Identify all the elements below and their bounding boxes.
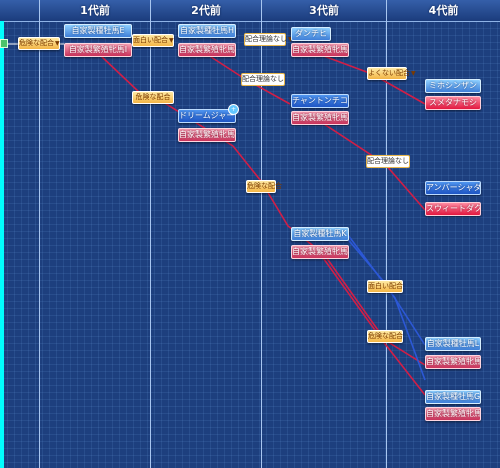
dam-line — [207, 54, 246, 80]
sire-box[interactable]: 自家製種牡馬H — [178, 24, 236, 38]
mating-tag[interactable]: 危険な配合 — [132, 91, 174, 104]
mating-tag-label: 配合理論なし — [245, 35, 287, 43]
mating-tag[interactable]: 危険な配合 — [246, 180, 282, 193]
mating-tag-label: 配合理論なし — [367, 157, 409, 165]
mating-tag-label: 配合理論なし — [242, 75, 284, 83]
generation-4-label: 4代前 — [428, 4, 459, 17]
mating-tag-label: よくない配合 — [368, 69, 410, 77]
mating-tag-label: 危険な配合 — [368, 332, 403, 340]
chevron-down-icon: ▼ — [288, 36, 293, 43]
dam-box[interactable]: スメタナモシ — [425, 96, 481, 110]
sire-line — [344, 230, 426, 381]
sire-box[interactable]: 自家製種牡馬L — [425, 337, 481, 351]
dam-box[interactable]: 自家製繁殖牝馬D — [291, 43, 349, 57]
dam-box[interactable]: スウィートダクニー — [425, 202, 481, 216]
generation-2-label: 2代前 — [191, 4, 221, 17]
chevron-down-icon: ▼ — [55, 40, 60, 47]
left-edge-highlight — [0, 21, 4, 468]
mating-tag-label: 面白い配合 — [368, 282, 403, 290]
sire-box[interactable]: 自家製種牡馬K — [291, 227, 349, 241]
mating-tag[interactable]: 配合理論なし▼ — [244, 33, 293, 46]
mating-tag[interactable]: 配合理論なし — [241, 73, 285, 86]
sire-box[interactable]: ミホシンザン — [425, 79, 481, 93]
sire-box[interactable]: チャントンチコート — [291, 94, 349, 108]
sire-box[interactable]: アンバーシャダイ — [425, 181, 481, 195]
dam-box[interactable]: 自家製繁殖牝馬K — [178, 128, 236, 142]
selected-marker — [0, 39, 8, 48]
generation-header: 1代前 2代前 3代前 4代前 — [0, 0, 500, 22]
mating-tag[interactable]: 面白い配合▼ — [132, 34, 174, 47]
column-divider — [39, 0, 40, 468]
sire-box[interactable]: 自家製種牡馬G — [425, 390, 481, 404]
sire-box[interactable]: ドリームジャーニー — [178, 109, 236, 123]
dam-line — [315, 247, 426, 396]
mating-tag-label: 危険な配合 — [135, 93, 171, 101]
new-badge-icon: + — [228, 104, 239, 115]
sire-box[interactable]: 自家製種牡馬E — [64, 24, 132, 38]
dam-box[interactable]: 自家製繁殖牝馬E — [291, 111, 349, 125]
mating-tag[interactable]: 危険な配合▼ — [18, 37, 60, 50]
mating-tag[interactable]: 配合理論なし — [366, 155, 410, 168]
dam-box[interactable]: 自家製繁殖牝馬I — [64, 43, 132, 57]
sire-box[interactable]: ダンチヒ — [291, 27, 331, 41]
mating-tag[interactable]: よくない配合▼ — [367, 67, 416, 80]
chevron-down-icon: ▼ — [169, 37, 174, 44]
column-divider — [386, 0, 387, 468]
dam-box[interactable]: 自家製繁殖牝馬L — [425, 407, 481, 421]
mating-tag[interactable]: 危険な配合 — [367, 330, 403, 343]
dam-box[interactable]: 自家製繁殖牝馬H — [178, 43, 236, 57]
chevron-down-icon: ▼ — [411, 70, 416, 77]
mating-tag-label: 危険な配合 — [19, 39, 54, 47]
column-divider — [150, 0, 151, 468]
column-divider — [261, 0, 262, 468]
mating-tag[interactable]: 面白い配合 — [367, 280, 403, 293]
dam-box[interactable]: 自家製繁殖牝馬F — [291, 245, 349, 259]
dam-line — [232, 145, 262, 182]
generation-3-label: 3代前 — [309, 4, 339, 17]
mating-tag-label: 面白い配合 — [133, 36, 168, 44]
dam-box[interactable]: 自家製繁殖牝馬J — [425, 355, 481, 369]
generation-1-label: 1代前 — [80, 4, 110, 17]
mating-tag-label: 危険な配合 — [247, 182, 282, 190]
